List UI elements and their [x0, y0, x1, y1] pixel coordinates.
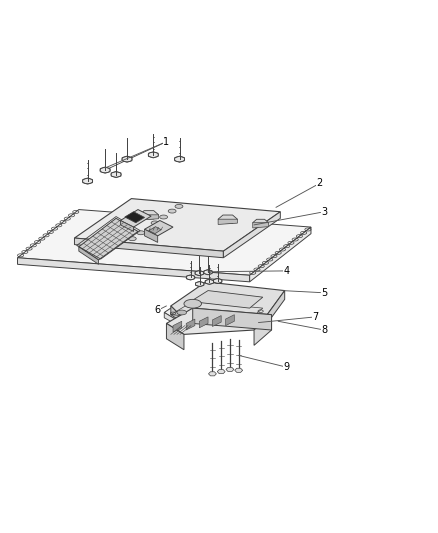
Polygon shape: [79, 219, 138, 260]
Polygon shape: [195, 270, 204, 276]
Polygon shape: [186, 275, 195, 280]
Ellipse shape: [151, 221, 159, 225]
Polygon shape: [120, 221, 134, 231]
Text: 3: 3: [254, 207, 327, 225]
Ellipse shape: [175, 204, 183, 208]
Polygon shape: [145, 221, 173, 236]
Polygon shape: [235, 368, 243, 373]
Polygon shape: [111, 172, 121, 177]
Polygon shape: [125, 212, 145, 223]
Polygon shape: [74, 238, 223, 258]
Text: 8: 8: [278, 321, 327, 335]
Polygon shape: [254, 314, 272, 345]
Polygon shape: [205, 279, 214, 285]
Ellipse shape: [128, 237, 136, 241]
Polygon shape: [253, 219, 268, 226]
Polygon shape: [218, 219, 237, 224]
Polygon shape: [186, 319, 195, 330]
Text: 5: 5: [283, 288, 327, 298]
Ellipse shape: [168, 209, 176, 213]
Polygon shape: [145, 229, 158, 243]
Polygon shape: [226, 367, 234, 372]
Ellipse shape: [159, 215, 167, 219]
Ellipse shape: [184, 300, 201, 308]
Polygon shape: [120, 209, 151, 227]
Polygon shape: [212, 316, 221, 327]
Text: 9: 9: [239, 356, 290, 372]
Polygon shape: [194, 314, 258, 324]
Polygon shape: [199, 317, 208, 328]
Text: 4: 4: [208, 266, 290, 276]
Polygon shape: [100, 167, 110, 173]
Polygon shape: [175, 156, 184, 163]
Polygon shape: [204, 270, 212, 275]
Polygon shape: [164, 295, 274, 326]
Polygon shape: [74, 199, 280, 251]
Polygon shape: [173, 321, 182, 332]
Polygon shape: [148, 152, 158, 158]
Polygon shape: [166, 308, 272, 334]
Polygon shape: [18, 258, 250, 282]
Polygon shape: [195, 281, 204, 287]
Polygon shape: [139, 211, 159, 219]
Polygon shape: [149, 227, 161, 233]
Text: 6: 6: [155, 305, 166, 316]
Polygon shape: [256, 304, 274, 327]
Polygon shape: [171, 306, 184, 324]
Polygon shape: [191, 290, 263, 308]
Polygon shape: [171, 282, 285, 321]
Polygon shape: [218, 215, 237, 223]
Ellipse shape: [137, 231, 145, 235]
Polygon shape: [193, 308, 272, 330]
Polygon shape: [217, 369, 225, 374]
Ellipse shape: [177, 310, 187, 315]
Polygon shape: [213, 278, 222, 284]
Text: 1: 1: [105, 136, 170, 168]
Polygon shape: [139, 215, 159, 220]
Polygon shape: [83, 178, 92, 184]
Polygon shape: [267, 290, 285, 324]
Polygon shape: [79, 247, 99, 264]
Text: 2: 2: [276, 178, 323, 207]
Polygon shape: [208, 372, 216, 376]
Text: 7: 7: [258, 312, 318, 322]
Polygon shape: [18, 209, 311, 275]
Polygon shape: [226, 314, 234, 326]
Polygon shape: [166, 324, 184, 350]
Polygon shape: [250, 227, 311, 282]
Polygon shape: [253, 223, 268, 228]
Polygon shape: [122, 156, 132, 163]
Polygon shape: [164, 312, 186, 330]
Polygon shape: [223, 212, 280, 258]
